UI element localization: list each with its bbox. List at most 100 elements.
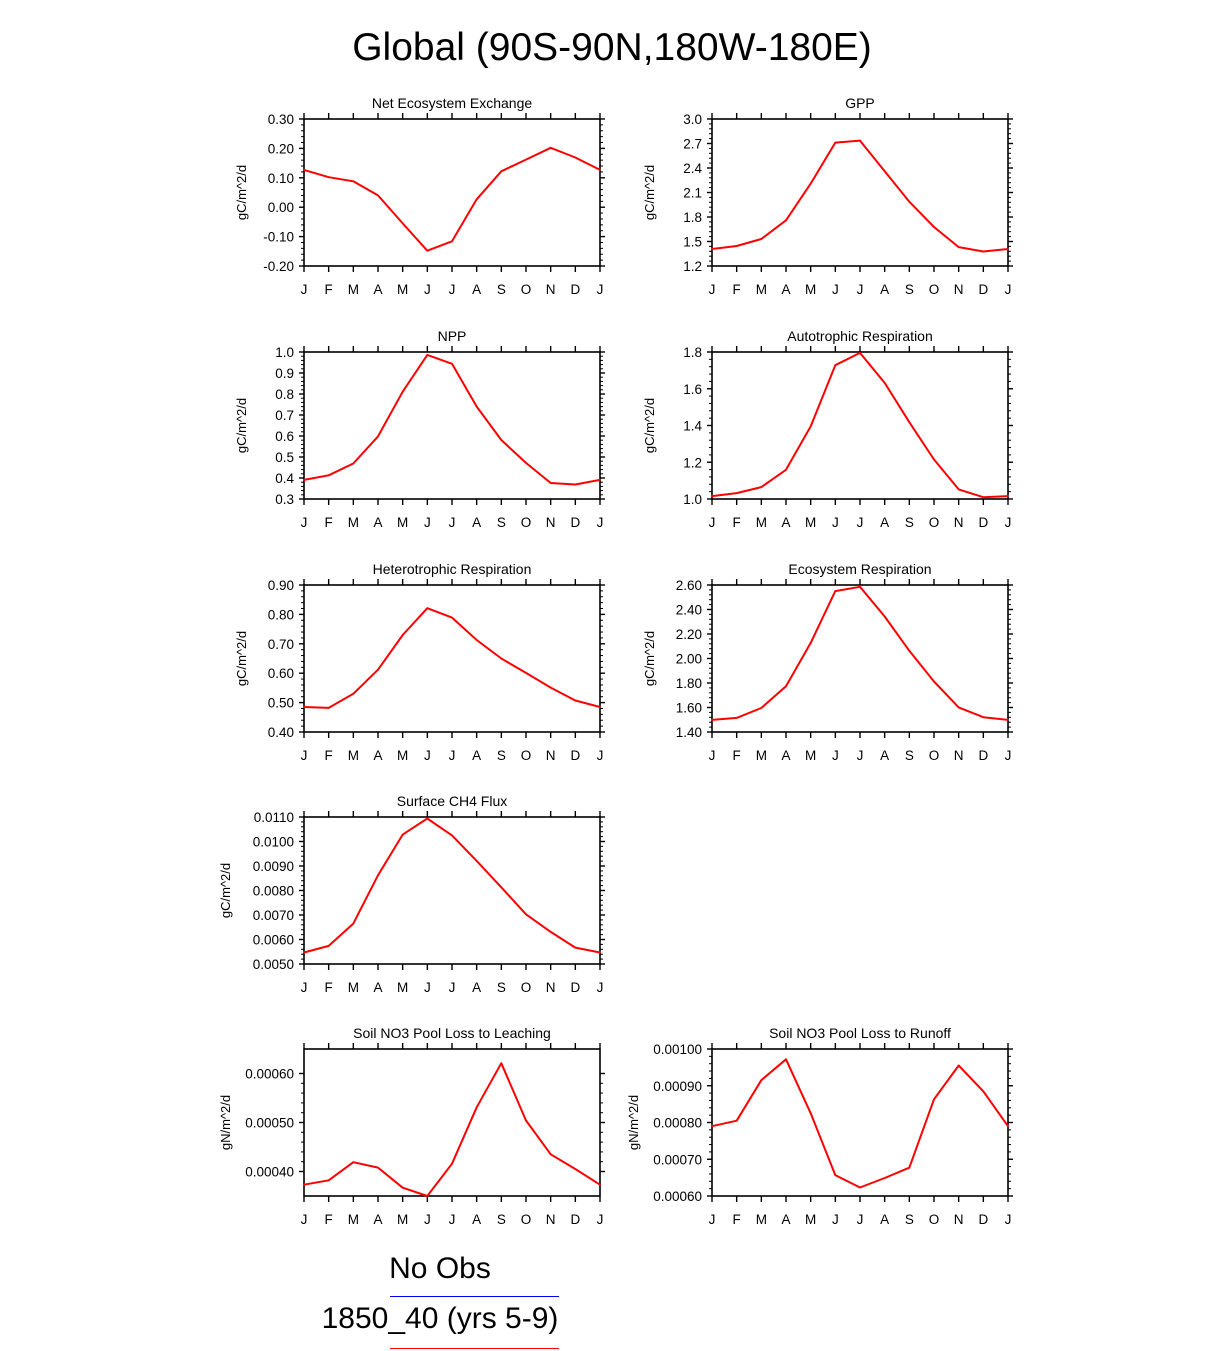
y-tick-label: 0.60 xyxy=(268,666,294,681)
x-tick-label: A xyxy=(373,980,382,995)
x-tick-label: J xyxy=(301,282,308,297)
x-tick-label: A xyxy=(472,748,481,763)
panel-title: NPP xyxy=(438,328,467,344)
data-point xyxy=(711,1125,713,1127)
data-point xyxy=(451,1162,453,1165)
x-tick-label: N xyxy=(546,1212,556,1227)
x-tick-label: O xyxy=(929,1212,940,1227)
x-tick-label: A xyxy=(373,515,382,530)
panel-title: Soil NO3 Pool Loss to Runoff xyxy=(769,1025,951,1041)
data-point xyxy=(549,1153,552,1156)
x-tick-label: M xyxy=(756,515,767,530)
data-point xyxy=(401,222,404,225)
data-point xyxy=(500,886,503,889)
x-tick-label: M xyxy=(805,1212,816,1227)
data-point xyxy=(426,1195,429,1197)
data-point xyxy=(599,1183,601,1186)
x-tick-label: O xyxy=(521,282,532,297)
y-tick-label: -0.10 xyxy=(263,230,294,245)
x-tick-label: S xyxy=(905,1212,914,1227)
x-tick-label: A xyxy=(373,282,382,297)
panel-title: GPP xyxy=(845,95,875,111)
y-tick-label: 0.00090 xyxy=(653,1079,702,1094)
data-point xyxy=(426,354,429,356)
x-tick-label: M xyxy=(805,748,816,763)
plot-frame xyxy=(303,351,601,500)
y-tick-label: 0.0090 xyxy=(253,859,294,874)
x-tick-label: D xyxy=(570,282,580,297)
series-line xyxy=(711,351,1009,499)
x-tick-label: M xyxy=(756,748,767,763)
x-tick-label: O xyxy=(521,748,532,763)
y-tick-label: 1.4 xyxy=(683,419,702,434)
x-tick-label: M xyxy=(348,980,359,995)
x-tick-label: A xyxy=(472,282,481,297)
y-tick-label: 1.8 xyxy=(683,345,702,360)
x-tick-label: J xyxy=(424,515,431,530)
x-tick-label: N xyxy=(954,515,964,530)
data-point xyxy=(908,200,911,203)
y-tick-label: 0.70 xyxy=(268,637,294,652)
page-title: Global (90S-90N,180W-180E) xyxy=(352,26,872,69)
data-point xyxy=(352,922,355,925)
data-point xyxy=(859,139,861,142)
data-point xyxy=(957,488,960,491)
data-point xyxy=(1007,248,1009,250)
x-tick-label: J xyxy=(832,515,839,530)
data-point xyxy=(574,946,577,949)
y-tick-label: 0.00040 xyxy=(245,1165,294,1180)
x-tick-label: N xyxy=(954,282,964,297)
data-point xyxy=(908,1166,911,1169)
data-point xyxy=(525,158,527,161)
x-tick-label: D xyxy=(978,1212,988,1227)
data-point xyxy=(377,435,379,438)
x-tick-label: A xyxy=(880,1212,889,1227)
y-tick-label: 1.2 xyxy=(683,259,702,274)
y-tick-label: 1.0 xyxy=(683,492,702,507)
x-tick-label: A xyxy=(880,282,889,297)
x-tick-label: M xyxy=(756,1212,767,1227)
data-point xyxy=(735,245,738,247)
data-point xyxy=(735,1119,738,1122)
data-point xyxy=(327,707,330,709)
x-tick-label: N xyxy=(546,748,556,763)
x-tick-label: A xyxy=(472,1212,481,1227)
data-point xyxy=(377,874,379,877)
series-line xyxy=(303,353,601,486)
data-point xyxy=(760,1079,763,1082)
x-tick-label: J xyxy=(832,282,839,297)
y-tick-label: 0.00060 xyxy=(653,1189,702,1204)
legend-line-model xyxy=(390,1348,559,1349)
data-point xyxy=(883,382,886,384)
data-point xyxy=(303,706,305,708)
data-point xyxy=(957,246,960,248)
x-tick-label: J xyxy=(1005,515,1012,530)
data-point xyxy=(711,248,713,250)
data-point xyxy=(574,1168,577,1170)
x-tick-label: J xyxy=(1005,282,1012,297)
x-tick-label: J xyxy=(709,515,716,530)
x-tick-label: M xyxy=(348,1212,359,1227)
data-point xyxy=(475,198,478,201)
data-point xyxy=(1007,495,1009,497)
data-point xyxy=(599,706,601,708)
data-point xyxy=(303,1183,305,1186)
x-tick-label: J xyxy=(709,282,716,297)
x-tick-label: A xyxy=(472,515,481,530)
data-point xyxy=(599,951,601,954)
x-tick-label: S xyxy=(497,980,506,995)
x-tick-label: S xyxy=(497,1212,506,1227)
chart-panel-3: Autotrophic Respiration gC/m^2/d 1.0 1.2 1.4… xyxy=(642,328,1013,530)
y-axis-label: gC/m^2/d xyxy=(642,165,657,220)
data-point xyxy=(500,1062,503,1065)
x-tick-label: N xyxy=(954,748,964,763)
y-tick-label: 2.4 xyxy=(683,161,702,176)
y-axis-label: gC/m^2/d xyxy=(642,631,657,686)
data-point xyxy=(475,639,478,641)
data-point xyxy=(352,692,355,695)
data-point xyxy=(785,1058,787,1061)
y-tick-label: 1.60 xyxy=(676,701,702,716)
series-line xyxy=(303,817,601,954)
chart-panel-0: Net Ecosystem Exchange gC/m^2/d -0.20 -0.10… xyxy=(234,95,605,297)
